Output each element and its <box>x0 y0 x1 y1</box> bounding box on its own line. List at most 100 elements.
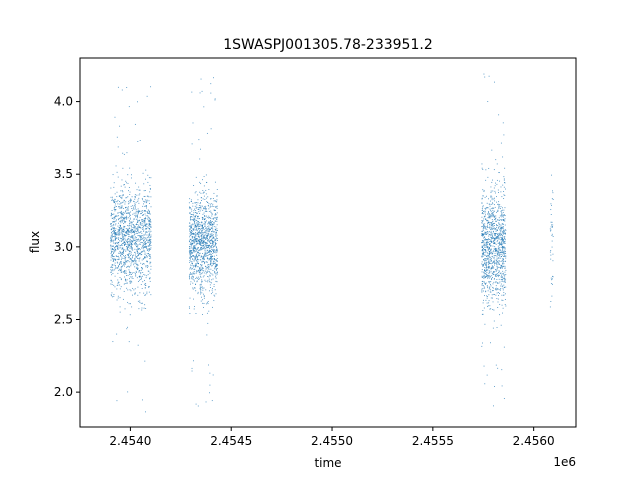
data-point <box>496 219 498 221</box>
data-point <box>549 251 551 253</box>
data-point <box>116 245 118 247</box>
data-point <box>486 242 487 244</box>
data-point <box>210 210 212 212</box>
data-point <box>129 250 131 252</box>
data-point <box>212 229 214 231</box>
data-point <box>122 238 124 240</box>
data-point <box>138 227 140 229</box>
data-point <box>490 229 492 231</box>
data-point <box>489 308 491 310</box>
data-point <box>493 293 495 295</box>
data-point <box>494 246 496 248</box>
data-point <box>137 228 139 230</box>
data-point <box>488 261 489 263</box>
data-point <box>492 271 494 273</box>
data-point <box>482 230 483 232</box>
data-point <box>139 275 141 277</box>
data-point <box>204 207 206 209</box>
data-point <box>492 213 494 215</box>
data-point <box>211 265 213 267</box>
data-point <box>484 226 486 228</box>
data-point <box>198 278 200 280</box>
data-point <box>114 216 116 218</box>
data-point <box>207 268 209 270</box>
data-point <box>491 215 493 217</box>
data-point <box>110 245 112 247</box>
data-point <box>110 223 112 224</box>
data-point <box>485 269 487 271</box>
data-point <box>112 242 114 244</box>
data-point <box>134 242 136 243</box>
data-point <box>143 221 145 223</box>
data-point <box>215 201 217 202</box>
data-point <box>119 228 121 230</box>
data-point <box>113 232 115 234</box>
data-point <box>129 241 131 243</box>
data-point <box>488 203 490 205</box>
data-point <box>215 217 217 219</box>
data-point <box>496 251 498 253</box>
data-point <box>126 87 128 88</box>
data-point <box>147 242 149 244</box>
data-point <box>145 215 147 217</box>
y-tick-label: 2.5 <box>54 312 73 326</box>
data-point <box>211 246 213 248</box>
data-point <box>209 274 211 276</box>
data-point <box>495 364 497 366</box>
data-point <box>213 77 214 79</box>
data-point <box>208 233 210 235</box>
data-point <box>112 236 114 237</box>
data-point <box>145 218 147 219</box>
data-point <box>195 212 197 214</box>
data-point <box>494 273 496 275</box>
data-point <box>550 254 552 256</box>
data-point <box>127 257 129 259</box>
data-point <box>493 320 495 322</box>
data-point <box>132 205 134 207</box>
data-point <box>497 203 499 205</box>
data-point <box>195 238 197 240</box>
data-point <box>493 233 495 235</box>
data-point <box>137 199 139 201</box>
data-point <box>497 254 499 256</box>
data-point <box>190 245 192 247</box>
data-point <box>136 263 138 265</box>
data-point <box>120 247 122 249</box>
data-point <box>205 230 207 232</box>
data-point <box>495 236 497 238</box>
data-point <box>191 278 193 280</box>
data-point <box>138 194 140 196</box>
data-point <box>498 172 500 174</box>
data-point <box>119 220 121 222</box>
data-point <box>503 259 504 261</box>
data-point <box>191 261 193 263</box>
data-point <box>124 236 126 238</box>
data-point <box>205 253 207 255</box>
data-point <box>484 264 486 266</box>
data-point <box>489 223 491 225</box>
data-point <box>136 256 138 258</box>
data-point <box>127 211 129 213</box>
data-point <box>202 225 203 227</box>
data-point <box>189 236 191 238</box>
data-point <box>149 249 150 251</box>
data-point <box>489 257 491 259</box>
data-point <box>492 238 493 240</box>
data-point <box>203 232 205 234</box>
data-point <box>111 281 113 283</box>
data-point <box>149 211 150 213</box>
data-point <box>200 289 202 290</box>
data-point <box>501 256 502 258</box>
data-point <box>202 276 204 278</box>
data-point <box>121 253 123 255</box>
data-point <box>213 255 215 257</box>
data-point <box>207 205 209 207</box>
data-point <box>203 106 205 108</box>
data-point <box>128 212 130 214</box>
data-point <box>490 191 492 193</box>
data-point <box>196 269 198 271</box>
data-point <box>500 279 502 281</box>
data-point <box>134 194 136 196</box>
data-point <box>498 222 500 224</box>
data-point <box>492 179 494 181</box>
